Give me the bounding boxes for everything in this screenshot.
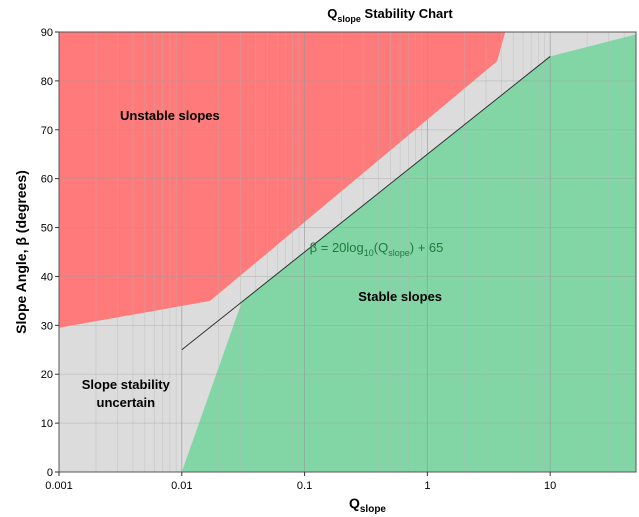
chart-title-main: Q [327,6,337,21]
equation-label-sub: 10 [364,248,374,258]
chart-title-rest: Stability Chart [361,6,453,21]
y-tick-label: 90 [41,27,53,39]
chart-regions [59,32,637,473]
chart-labels: 0.001 0.01 0.1 1 10 0 10 20 30 40 50 60 70 80 90 Qslope… [13,6,556,515]
region-label-line: Stable slopes [358,289,442,304]
equation-label: β = 20log10(Qslope) + 65 [310,240,444,258]
y-tick-label: 0 [47,467,53,479]
region-label-line: Slope stability [82,377,171,392]
region-label-unstable-slopes: Unstable slopes [120,108,220,123]
equation-line-group [181,56,551,351]
y-tick-label: 50 [41,223,53,235]
x-axis-label: Qslope [349,495,386,515]
equation-label-part: (Q [374,240,388,255]
y-axis-label: Slope Angle, β (degrees) [13,170,29,334]
chart-title-sub: slope [337,14,361,24]
x-tick-label: 1 [424,480,430,492]
plot-frame [58,31,637,473]
region-label-stable-slopes: Stable slopes [358,289,442,304]
equation-label-part: β = 20log [310,240,364,255]
y-tick-label: 70 [41,125,53,137]
y-tick-label: 10 [41,418,53,430]
equation-line [181,56,551,351]
x-tick-label: 10 [544,480,556,492]
equation-label-part: ) + 65 [410,240,444,255]
y-tick-label: 30 [41,320,53,332]
x-tick-label: 0.01 [171,480,192,492]
chart-title: Qslope Stability Chart [327,6,453,24]
x-axis-label-sub: slope [360,504,387,515]
equation-label-sub: slope [388,248,410,258]
y-tick-label: 80 [41,76,53,88]
y-tick-label: 60 [41,174,53,186]
region-stable-slopes [181,34,637,473]
x-tick-label: 0.001 [45,480,73,492]
x-tick-label: 0.1 [297,480,312,492]
region-label-line: uncertain [97,395,156,410]
region-unstable-slopes [59,32,506,328]
region-label-line: Unstable slopes [120,108,220,123]
chart-axes [55,31,637,476]
y-tick-label: 20 [41,369,53,381]
region-label-slope-stability-uncertain: Slope stability uncertain [82,377,171,410]
x-axis-label-main: Q [349,495,360,511]
y-tick-label: 40 [41,271,53,283]
